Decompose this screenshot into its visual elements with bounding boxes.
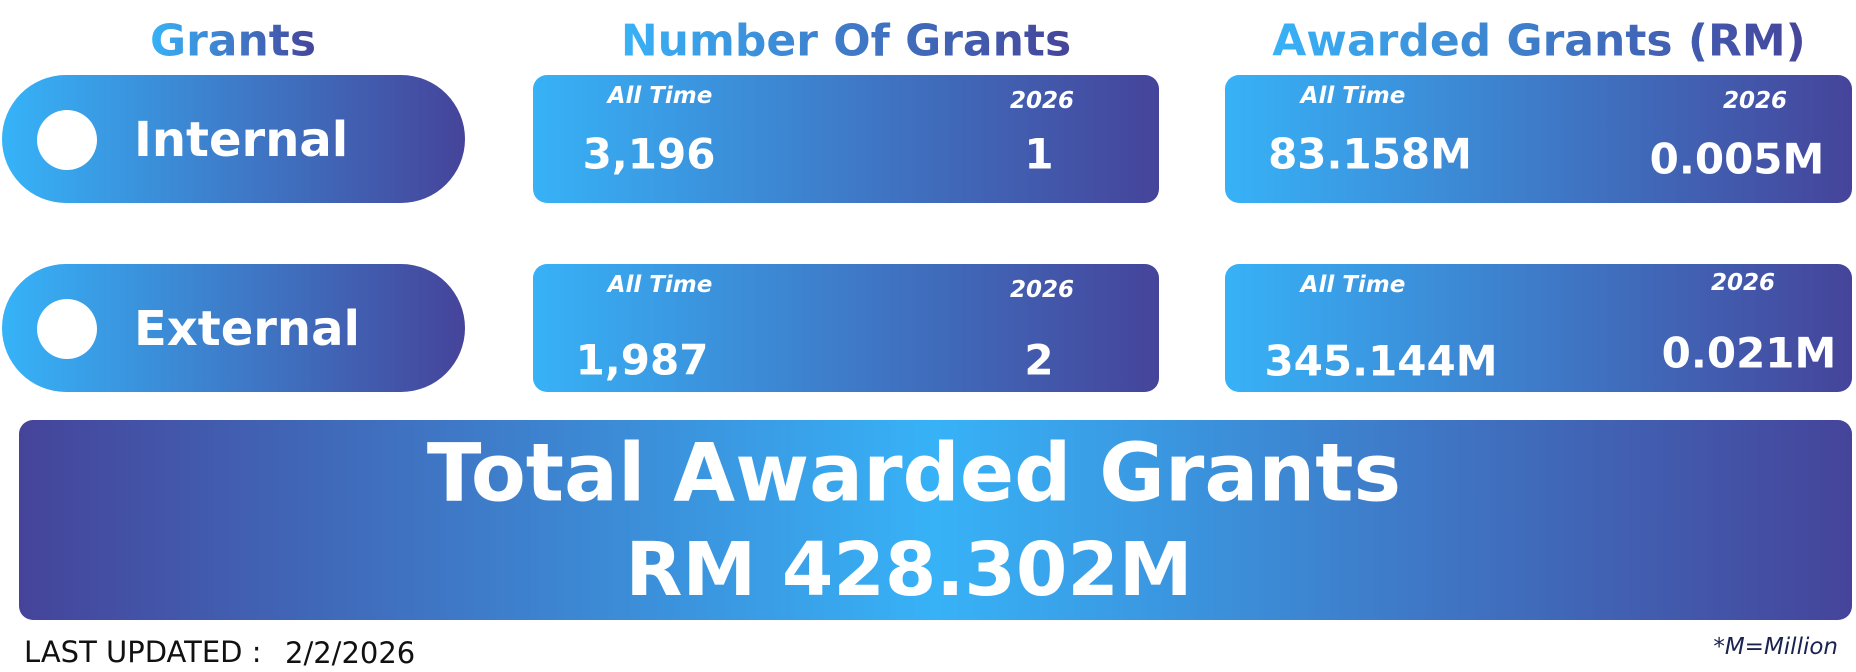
count-all-time: 1,987 — [575, 335, 709, 385]
awarded-all-time: 83.158M — [1268, 129, 1472, 179]
last-updated-label: LAST UPDATED : — [24, 635, 262, 669]
count-year-label: 2026 — [1009, 277, 1075, 303]
total-panel — [19, 420, 1852, 620]
count-panel — [533, 75, 1159, 203]
awarded-year-label: 2026 — [1710, 270, 1776, 296]
awarded-all-time: 345.144M — [1264, 336, 1498, 386]
category-icon — [37, 110, 97, 170]
awarded-year: 0.021M — [1661, 328, 1837, 378]
last-updated-date: 2/2/2026 — [285, 636, 416, 670]
count-year: 1 — [1024, 129, 1054, 179]
count-year-label: 2026 — [1009, 88, 1075, 114]
total-title: Total Awarded Grants — [426, 426, 1402, 520]
header-number: Number Of Grants — [620, 15, 1072, 67]
awarded-panel — [1225, 264, 1852, 392]
header-awarded: Awarded Grants (RM) — [1272, 15, 1806, 67]
total-value: RM 428.302M — [625, 527, 1193, 613]
awarded-all-time-label: All Time — [1300, 83, 1406, 109]
footnote: *M=Million — [1713, 634, 1838, 660]
awarded-all-time-label: All Time — [1300, 272, 1406, 298]
count-all-time-label: All Time — [607, 83, 713, 109]
awarded-panel — [1225, 75, 1852, 203]
awarded-year: 0.005M — [1649, 134, 1825, 184]
category-label: External — [134, 301, 360, 357]
header-grants: Grants — [149, 15, 317, 67]
count-year: 2 — [1024, 335, 1054, 385]
count-all-time-label: All Time — [607, 272, 713, 298]
count-all-time: 3,196 — [582, 129, 716, 179]
awarded-year-label: 2026 — [1722, 88, 1788, 114]
count-panel — [533, 264, 1159, 392]
category-label: Internal — [134, 112, 349, 168]
category-icon — [37, 299, 97, 359]
